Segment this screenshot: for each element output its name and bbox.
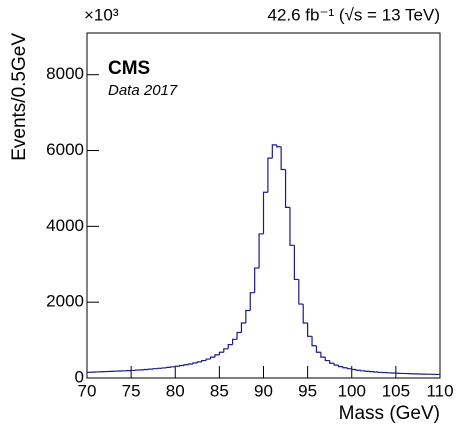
histogram-bin — [196, 361, 202, 364]
x-tick-label: 70 — [78, 381, 97, 400]
histogram-bin — [183, 364, 189, 366]
subtitle: Data 2017 — [108, 82, 178, 99]
histogram-bin — [258, 233, 264, 269]
y-tick-label: 0 — [75, 367, 84, 386]
x-tick-label: 100 — [338, 381, 366, 400]
histogram-bin — [214, 354, 220, 358]
histogram-bin — [232, 338, 238, 345]
luminosity: 42.6 fb⁻¹ (√s = 13 TeV) — [268, 5, 441, 24]
histogram-bin — [333, 363, 339, 366]
histogram-bin — [302, 304, 308, 324]
histogram-bin — [170, 366, 176, 368]
y-tick-label: 4000 — [46, 216, 84, 235]
histogram-bin — [324, 357, 330, 362]
histogram-bin — [284, 169, 290, 208]
histogram-bin — [192, 362, 198, 364]
histogram-bin — [205, 358, 211, 361]
histogram-bin — [293, 245, 299, 281]
x-tick-label: 110 — [426, 381, 453, 400]
histogram-bin — [289, 207, 295, 246]
histogram-bin — [307, 323, 313, 337]
x-axis-label: Mass (GeV) — [339, 403, 440, 424]
histogram-bin — [249, 292, 255, 311]
histogram-bin — [271, 144, 277, 159]
x-tick-label: 105 — [382, 381, 410, 400]
histogram-bin — [240, 322, 246, 333]
x-tick-label: 80 — [166, 381, 185, 400]
y-tick-label: 6000 — [46, 140, 84, 159]
histogram-bin — [320, 352, 326, 358]
y-tick-label: 8000 — [46, 64, 84, 83]
histogram-bin — [223, 348, 229, 353]
y-tick-label: 2000 — [46, 292, 84, 311]
histogram-bin — [187, 363, 193, 365]
histogram-bin — [351, 368, 357, 371]
histogram-bin — [209, 356, 215, 360]
x-tick-label: 90 — [254, 381, 273, 400]
histogram-bin — [254, 267, 260, 293]
histogram-bin — [346, 367, 352, 370]
histogram-bin — [355, 369, 361, 371]
histogram-bin — [298, 279, 304, 305]
histogram-bin — [245, 309, 251, 324]
histogram-bin — [337, 365, 343, 368]
histogram-bin — [179, 364, 185, 367]
histogram-bin — [342, 366, 348, 369]
histogram-bin — [311, 336, 317, 347]
histogram-bin — [315, 345, 321, 353]
histogram-bin — [165, 366, 171, 368]
histogram-bin — [174, 365, 180, 367]
experiment-label: CMS — [108, 58, 150, 79]
histogram-bin — [201, 359, 207, 362]
x-tick-label: 85 — [210, 381, 229, 400]
histogram-bin — [218, 351, 224, 355]
x-tick-label: 95 — [298, 381, 317, 400]
histogram-bin — [267, 157, 273, 193]
histogram-bin — [329, 360, 335, 364]
y-multiplier: ×10³ — [84, 5, 119, 24]
histogram-bin — [227, 344, 233, 349]
x-tick-label: 75 — [122, 381, 141, 400]
histogram-bin — [276, 144, 282, 148]
histogram-bin — [262, 191, 268, 234]
histogram-bin — [359, 370, 365, 372]
histogram-bin — [280, 146, 286, 171]
histogram-bin — [236, 331, 242, 340]
y-axis-label: Events/0.5GeV — [9, 33, 30, 161]
